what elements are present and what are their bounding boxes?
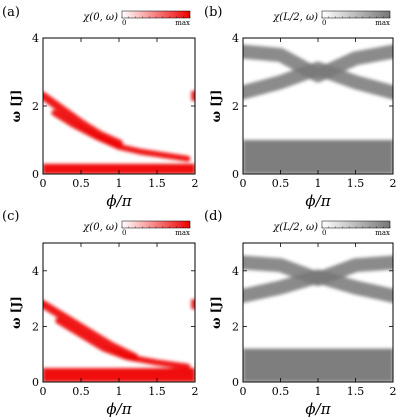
- x-tick-label: 2: [192, 177, 199, 190]
- y-tick-label: 2: [32, 100, 39, 113]
- colorbar: χ(0, ω) 0 max: [82, 10, 191, 27]
- x-tick-label: 0: [40, 385, 47, 398]
- colorbar-title: χ(L/2, ω): [272, 12, 318, 23]
- colorbar: χ(L/2, ω) 0 max: [272, 220, 391, 237]
- heatmap: [243, 44, 393, 174]
- heatmap-region-continuum: [243, 140, 393, 174]
- colorbar-min-label: 0: [122, 19, 126, 27]
- colorbar-min-label: 0: [322, 19, 326, 27]
- x-axis-label: ϕ/π: [305, 192, 331, 210]
- x-tick-label: 1.5: [347, 177, 365, 190]
- heatmap-band: [51, 109, 191, 162]
- y-tick-label: 2: [32, 320, 39, 333]
- y-tick-label: 2: [232, 100, 239, 113]
- y-tick-label: 2: [232, 320, 239, 333]
- heatmap-region-edge: [191, 299, 195, 310]
- colorbar-max-label: max: [175, 19, 190, 27]
- y-tick-label: 4: [32, 32, 39, 45]
- x-tick-label: 0.5: [72, 177, 90, 190]
- heatmap: [43, 90, 195, 174]
- x-tick-label: 1: [116, 385, 123, 398]
- colorbar: χ(0, ω) 0 max: [82, 220, 191, 237]
- y-tick-label: 0: [32, 168, 39, 181]
- colorbar-max-label: max: [375, 19, 390, 27]
- plot-frame: [42, 242, 196, 383]
- colorbar-min-label: 0: [322, 229, 326, 237]
- panel-c: (c) χ(0, ω) 0 max 0 0.5 1 1.5 2 0 2 4 ϕ/π ω [J]: [2, 209, 199, 418]
- heatmap-band: [243, 269, 393, 303]
- x-tick-label: 0: [40, 177, 47, 190]
- y-tick-label: 4: [32, 265, 39, 278]
- colorbar-title: χ(0, ω): [82, 222, 118, 233]
- panel-label: (a): [2, 5, 20, 20]
- heatmap-band: [43, 91, 123, 148]
- x-axis-label: ϕ/π: [106, 400, 132, 418]
- x-tick-label: 2: [390, 385, 397, 398]
- heatmap-band: [243, 61, 393, 100]
- x-tick-label: 0.5: [272, 177, 290, 190]
- x-tick-label: 1.5: [347, 385, 365, 398]
- colorbar: χ(L/2, ω) 0 max: [272, 10, 391, 27]
- colorbar-title: χ(0, ω): [82, 12, 118, 23]
- y-axis-label: ω [J]: [9, 296, 23, 329]
- heatmap-region-continuum: [243, 348, 393, 382]
- y-tick-label: 0: [32, 376, 39, 389]
- y-axis-label: ω [J]: [209, 90, 223, 123]
- x-tick-label: 0: [240, 177, 247, 190]
- x-tick-label: 1: [315, 385, 322, 398]
- y-tick-label: 4: [232, 265, 239, 278]
- y-tick-label: 4: [232, 32, 239, 45]
- x-tick-label: 1: [315, 177, 322, 190]
- y-axis-label: ω [J]: [9, 90, 23, 123]
- colorbar-max-label: max: [375, 229, 390, 237]
- heatmap-region-edge: [191, 90, 195, 101]
- x-tick-label: 0.5: [72, 385, 90, 398]
- heatmap-band: [43, 300, 139, 361]
- colorbar-max-label: max: [175, 229, 190, 237]
- y-tick-label: 0: [232, 376, 239, 389]
- heatmap-band: [55, 317, 191, 370]
- heatmap-region-continuum: [43, 163, 195, 174]
- x-tick-label: 1.5: [148, 385, 166, 398]
- colorbar-title: χ(L/2, ω): [272, 222, 318, 233]
- x-tick-label: 2: [390, 177, 397, 190]
- panel-label: (c): [2, 209, 19, 224]
- panel-d: (d) χ(L/2, ω) 0 max 0 0.5 1 1.5 2 0 2 4 ϕ/π ω [J]: [204, 209, 397, 418]
- x-axis-label: ϕ/π: [305, 400, 331, 418]
- x-tick-label: 0: [240, 385, 247, 398]
- colorbar-min-label: 0: [122, 229, 126, 237]
- x-tick-label: 2: [192, 385, 199, 398]
- panel-label: (d): [204, 209, 222, 224]
- heatmap: [43, 299, 195, 382]
- heatmap: [243, 255, 393, 382]
- panel-a: (a) χ(0, ω) 0 max 0 0.5 1 1.5 2 0 2 4 ϕ/π ω [J]: [2, 5, 199, 210]
- x-tick-label: 0.5: [272, 385, 290, 398]
- y-axis-label: ω [J]: [209, 296, 223, 329]
- x-axis-label: ϕ/π: [106, 192, 132, 210]
- panel-label: (b): [204, 5, 222, 20]
- x-tick-label: 1.5: [148, 177, 166, 190]
- panel-b: (b) χ(L/2, ω) 0 max 0 0.5 1 1.5 2 0 2 4 ϕ/π ω [J]: [204, 5, 397, 210]
- y-tick-label: 0: [232, 168, 239, 181]
- x-tick-label: 1: [116, 177, 123, 190]
